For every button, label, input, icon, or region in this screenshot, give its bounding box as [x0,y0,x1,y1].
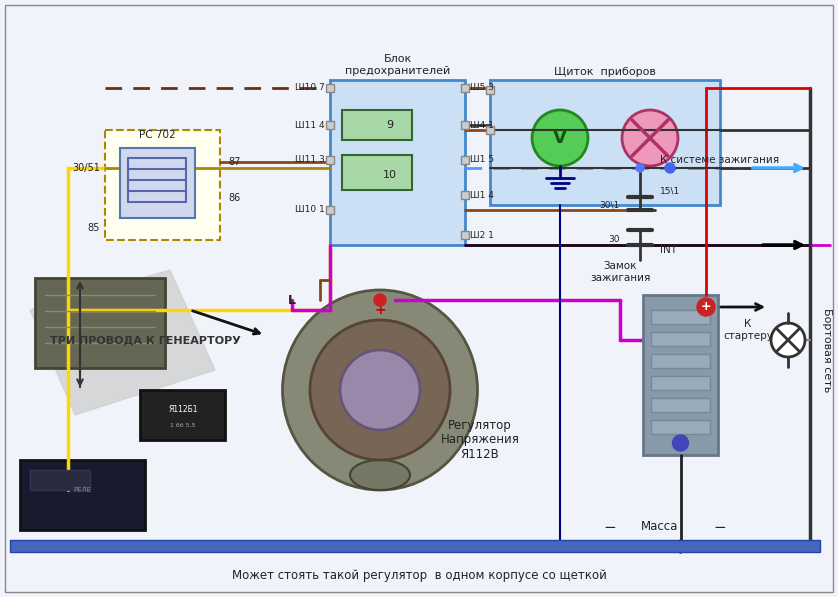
Circle shape [636,164,644,172]
Text: Ш11 3: Ш11 3 [295,155,325,165]
Bar [342,155,412,190]
Text: Ш5 3: Ш5 3 [470,84,494,93]
Bar [30,470,90,490]
Text: +: + [701,300,711,313]
Text: 15\1: 15\1 [660,186,680,195]
Text: V: V [553,129,567,147]
Bar [140,390,225,440]
Circle shape [697,298,715,316]
Ellipse shape [282,290,478,490]
Bar [651,310,710,324]
Text: Бортовая сеть: Бортовая сеть [822,308,832,392]
Bar [461,191,469,199]
Bar [326,156,334,164]
Text: 30/51: 30/51 [72,163,100,173]
Text: Щиток  приборов: Щиток приборов [554,67,656,77]
Text: Ш2 1: Ш2 1 [470,230,494,239]
Text: −: − [714,519,727,534]
Bar [486,86,494,94]
Text: ТРИ ПРОВОДА К ГЕНЕАРТОРУ: ТРИ ПРОВОДА К ГЕНЕАРТОРУ [49,335,241,345]
Text: Ш4 1: Ш4 1 [470,121,494,130]
Text: К
стартеру: К стартеру [723,319,773,341]
Circle shape [374,294,386,306]
Text: 9: 9 [386,120,394,130]
Text: 10: 10 [383,170,397,180]
Text: Ш10 1: Ш10 1 [295,205,325,214]
Text: −: − [603,519,617,534]
Polygon shape [30,270,215,415]
Bar [461,121,469,129]
Bar [342,110,412,140]
Text: Ш11 4: Ш11 4 [295,121,325,130]
Bar [651,398,710,412]
Circle shape [665,163,675,173]
Text: Замок
зажигания: Замок зажигания [590,261,650,283]
Bar [461,156,469,164]
Bar [461,84,469,92]
Text: Может стоять такой регулятор  в одном корпусе со щеткой: Может стоять такой регулятор в одном кор… [231,568,607,581]
Bar [486,126,494,134]
Circle shape [771,323,805,357]
Bar [651,376,710,390]
Text: 85: 85 [88,223,100,233]
Text: 1 6б 5,5: 1 6б 5,5 [170,423,196,427]
Bar [461,231,469,239]
Ellipse shape [310,320,450,460]
Circle shape [532,110,588,166]
Circle shape [340,350,420,430]
Text: К системе зажигания: К системе зажигания [660,155,779,165]
Bar [651,354,710,368]
Bar [120,148,195,218]
Bar [330,80,465,245]
Text: РС 702: РС 702 [138,130,175,140]
Text: 30: 30 [608,235,620,245]
Bar [326,121,334,129]
Bar [326,206,334,214]
Bar [10,540,820,552]
Bar [643,295,718,455]
Bar [326,84,334,92]
Text: Блок
предохранителей: Блок предохранителей [345,54,450,76]
Circle shape [622,110,678,166]
Text: РЕЛЕ: РЕЛЕ [73,487,91,493]
Bar [20,460,145,530]
Ellipse shape [350,460,410,490]
Text: Ш1 4: Ш1 4 [470,190,494,199]
Text: Я112Б1: Я112Б1 [168,405,198,414]
Bar [35,278,165,368]
Text: 87: 87 [228,157,241,167]
Bar [490,80,720,205]
Text: L: L [288,294,296,306]
Bar [651,420,710,434]
Text: INT: INT [660,245,677,255]
Bar [105,130,220,240]
Text: +: + [375,303,385,317]
Circle shape [673,435,689,451]
Text: Ш10 7: Ш10 7 [295,84,325,93]
Text: Масса: Масса [641,521,679,534]
Bar [651,332,710,346]
Text: 30\1: 30\1 [600,201,620,210]
Text: Регулятор
Напряжения
Я112В: Регулятор Напряжения Я112В [441,418,520,461]
Text: 86: 86 [228,193,241,203]
Text: Ш1 5: Ш1 5 [470,155,494,165]
